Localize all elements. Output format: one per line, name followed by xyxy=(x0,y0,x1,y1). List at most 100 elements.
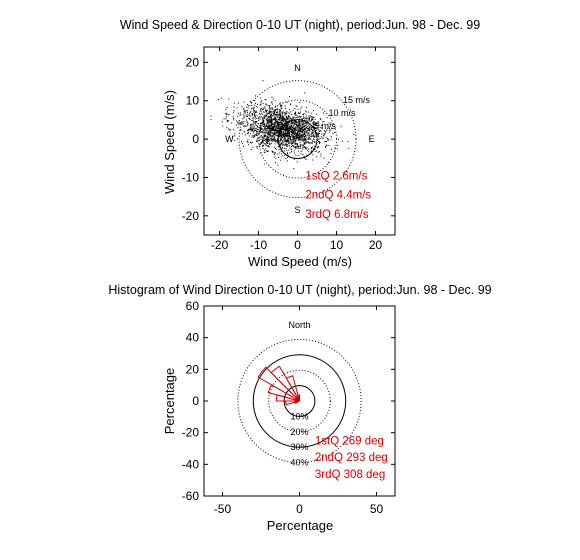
scatter-point xyxy=(300,132,302,134)
scatter-point xyxy=(258,120,260,121)
scatter-point xyxy=(291,125,293,126)
scatter-point xyxy=(282,127,283,129)
scatter-point xyxy=(306,132,308,134)
scatter-point xyxy=(243,108,245,110)
scatter-point xyxy=(302,144,304,146)
scatter-point xyxy=(262,116,264,118)
scatter-point xyxy=(227,121,229,123)
scatter-point xyxy=(271,127,273,129)
scatter-point xyxy=(300,138,302,140)
scatter-point xyxy=(295,148,297,150)
scatter-point xyxy=(308,127,310,129)
scatter-point xyxy=(234,140,236,142)
scatter-point xyxy=(303,113,304,115)
scatter-point xyxy=(312,135,314,137)
scatter-point xyxy=(320,136,322,138)
scatter-point xyxy=(283,114,285,116)
scatter-point xyxy=(254,110,256,112)
scatter-point xyxy=(296,121,298,123)
scatter-point xyxy=(262,121,264,123)
scatter-point xyxy=(321,125,323,127)
scatter-point xyxy=(285,129,287,131)
scatter-point xyxy=(297,129,299,131)
scatter-point xyxy=(275,131,277,133)
scatter-point xyxy=(265,114,267,116)
scatter-point xyxy=(287,153,289,155)
chart1-scatter xyxy=(210,80,355,169)
scatter-point xyxy=(330,148,332,150)
scatter-point xyxy=(264,108,266,110)
scatter-point xyxy=(272,126,274,128)
scatter-point xyxy=(228,98,230,100)
scatter-point xyxy=(305,122,307,123)
scatter-point xyxy=(226,112,228,114)
scatter-point xyxy=(251,129,253,131)
scatter-point xyxy=(303,133,305,135)
x-tick-label: 20 xyxy=(369,238,383,252)
scatter-point xyxy=(268,117,270,118)
scatter-point xyxy=(322,112,324,114)
scatter-point xyxy=(243,111,245,113)
scatter-point xyxy=(321,133,323,135)
scatter-point xyxy=(301,134,303,136)
scatter-point xyxy=(289,109,291,111)
scatter-point xyxy=(275,123,277,125)
scatter-point xyxy=(261,137,263,139)
scatter-point xyxy=(296,130,298,132)
scatter-point xyxy=(318,131,320,132)
scatter-point xyxy=(279,111,281,113)
scatter-point xyxy=(287,118,289,120)
scatter-point xyxy=(307,122,309,124)
scatter-point xyxy=(289,127,291,129)
scatter-point xyxy=(307,120,309,122)
scatter-point xyxy=(294,121,296,123)
scatter-point xyxy=(247,132,249,134)
scatter-point xyxy=(284,119,286,121)
scatter-point xyxy=(316,123,318,124)
scatter-point xyxy=(309,123,311,125)
scatter-point xyxy=(257,129,259,131)
scatter-point xyxy=(273,126,274,128)
scatter-point xyxy=(261,118,263,120)
scatter-point xyxy=(284,135,286,137)
scatter-point xyxy=(300,136,302,138)
scatter-point xyxy=(303,155,305,157)
scatter-point xyxy=(269,119,271,121)
scatter-point xyxy=(310,142,312,144)
scatter-point xyxy=(284,126,286,128)
scatter-point xyxy=(295,122,297,124)
scatter-point xyxy=(254,134,256,136)
scatter-point xyxy=(255,102,256,104)
scatter-point xyxy=(252,146,254,148)
scatter-point xyxy=(264,124,266,126)
scatter-point xyxy=(285,130,287,132)
scatter-point xyxy=(271,118,273,120)
scatter-point xyxy=(306,148,307,150)
scatter-point xyxy=(263,111,265,113)
scatter-point xyxy=(282,144,284,146)
scatter-point xyxy=(280,136,282,138)
scatter-point xyxy=(284,138,286,140)
scatter-point xyxy=(256,134,258,136)
scatter-point xyxy=(279,115,281,117)
scatter-point xyxy=(254,114,256,116)
scatter-point xyxy=(267,126,269,128)
scatter-point xyxy=(271,131,273,133)
scatter-point xyxy=(237,122,239,124)
scatter-point xyxy=(260,142,262,144)
scatter-point xyxy=(313,136,315,138)
scatter-point xyxy=(317,122,319,124)
scatter-point xyxy=(323,135,325,137)
scatter-point xyxy=(300,122,302,124)
scatter-point xyxy=(264,114,266,116)
scatter-point xyxy=(293,136,295,138)
scatter-point xyxy=(259,143,261,145)
scatter-point xyxy=(316,147,318,149)
scatter-point xyxy=(267,138,269,140)
scatter-point xyxy=(317,146,319,148)
scatter-point xyxy=(293,135,295,137)
scatter-point xyxy=(282,117,284,119)
scatter-point xyxy=(294,123,296,125)
scatter-point xyxy=(261,109,263,110)
scatter-point xyxy=(278,134,280,136)
